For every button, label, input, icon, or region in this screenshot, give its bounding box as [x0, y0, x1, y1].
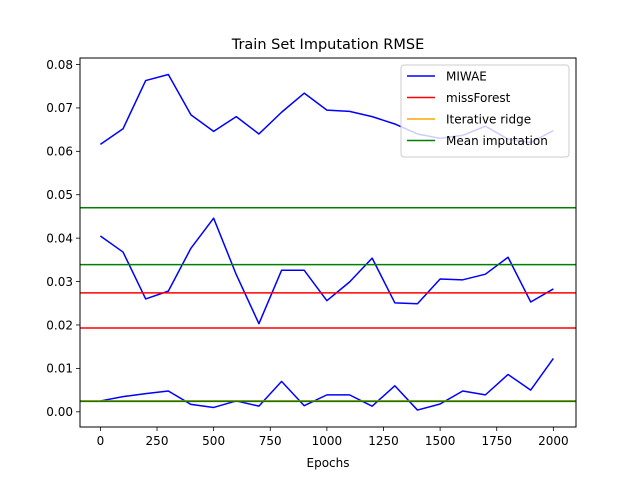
x-tick-label: 500 — [202, 434, 225, 448]
x-tick-label: 2000 — [538, 434, 569, 448]
legend-box — [400, 64, 570, 158]
y-tick-label: 0.01 — [46, 362, 73, 376]
x-tick-label: 250 — [146, 434, 169, 448]
x-tick-label: 1500 — [425, 434, 456, 448]
series-0-line-2 — [100, 357, 554, 411]
y-tick-label: 0.07 — [46, 101, 73, 115]
y-tick-label: 0.08 — [46, 58, 73, 72]
series-layer — [80, 73, 576, 411]
y-tick-label: 0.05 — [46, 188, 73, 202]
series-0-line-1 — [99, 217, 554, 325]
x-axis-label: Epochs — [307, 456, 350, 470]
y-tick-label: 0.03 — [46, 275, 73, 289]
x-tick-label: 1000 — [312, 434, 343, 448]
chart-title: Train Set Imputation RMSE — [231, 37, 425, 53]
plot-frame — [79, 57, 577, 428]
x-tick-label: 1250 — [368, 434, 399, 448]
y-tick-label: 0.00 — [46, 405, 73, 419]
x-tick-label: 1750 — [481, 434, 512, 448]
y-tick-label: 0.06 — [46, 145, 73, 159]
legend: MIWAE missForest Iterative ridge Mean imput… — [400, 64, 570, 158]
y-axis: 0.00 0.01 0.02 0.03 0.04 0.05 0.06 0.07 0.08 — [46, 58, 80, 419]
legend-label: missForest — [446, 91, 511, 105]
legend-label: MIWAE — [446, 70, 487, 84]
legend-label: Mean imputation — [446, 134, 548, 148]
legend-label: Iterative ridge — [446, 113, 531, 127]
y-tick-label: 0.04 — [46, 231, 73, 245]
x-tick-label: 750 — [259, 434, 282, 448]
x-axis: 0 250 500 750 1000 1250 1500 1750 2000 — [97, 427, 569, 448]
y-tick-label: 0.02 — [46, 318, 73, 332]
x-tick-label: 0 — [97, 434, 105, 448]
